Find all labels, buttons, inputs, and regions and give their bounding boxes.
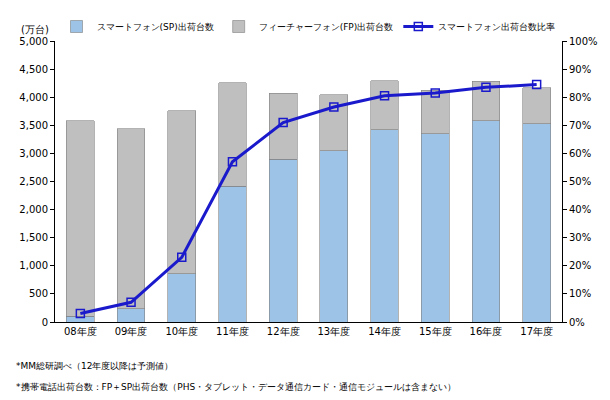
svg-text:5,000: 5,000 [19, 36, 48, 47]
svg-text:15年度: 15年度 [419, 326, 452, 337]
svg-text:60%: 60% [569, 148, 591, 159]
svg-text:12年度: 12年度 [267, 326, 300, 337]
svg-text:2,000: 2,000 [19, 204, 48, 215]
svg-text:17年度: 17年度 [520, 326, 553, 337]
svg-text:1,500: 1,500 [19, 232, 48, 243]
svg-text:1,000: 1,000 [19, 260, 48, 271]
svg-text:*MM総研調べ（12年度以降は予測値）: *MM総研調べ（12年度以降は予測値） [16, 361, 173, 371]
svg-text:0%: 0% [569, 317, 585, 328]
svg-text:500: 500 [29, 288, 48, 299]
svg-text:50%: 50% [569, 176, 591, 187]
svg-text:100%: 100% [569, 36, 598, 47]
svg-text:スマートフォン(SP)出荷台数: スマートフォン(SP)出荷台数 [97, 22, 214, 32]
svg-text:70%: 70% [569, 120, 591, 131]
svg-text:09年度: 09年度 [115, 326, 148, 337]
svg-text:90%: 90% [569, 64, 591, 75]
svg-text:10年度: 10年度 [165, 326, 198, 337]
svg-text:4,000: 4,000 [19, 92, 48, 103]
svg-text:08年度: 08年度 [64, 326, 97, 337]
svg-text:フィーチャーフォン(FP)出荷台数: フィーチャーフォン(FP)出荷台数 [259, 22, 394, 32]
svg-text:4,500: 4,500 [19, 64, 48, 75]
svg-text:14年度: 14年度 [368, 326, 401, 337]
svg-text:2,500: 2,500 [19, 176, 48, 187]
svg-text:40%: 40% [569, 204, 591, 215]
svg-text:0: 0 [42, 317, 48, 328]
svg-text:80%: 80% [569, 92, 591, 103]
svg-text:10%: 10% [569, 288, 591, 299]
svg-text:13年度: 13年度 [317, 326, 350, 337]
svg-text:3,500: 3,500 [19, 120, 48, 131]
svg-text:*携帯電話出荷台数：FP＋SP出荷台数（PHS・タブレット・: *携帯電話出荷台数：FP＋SP出荷台数（PHS・タブレット・データ通信カード・通… [16, 382, 456, 392]
svg-text:16年度: 16年度 [470, 326, 503, 337]
svg-text:3,000: 3,000 [19, 148, 48, 159]
svg-text:スマートフォン出荷台数比率: スマートフォン出荷台数比率 [438, 22, 555, 32]
svg-text:30%: 30% [569, 232, 591, 243]
svg-text:11年度: 11年度 [216, 326, 249, 337]
svg-text:(万台): (万台) [21, 24, 49, 35]
svg-text:20%: 20% [569, 260, 591, 271]
